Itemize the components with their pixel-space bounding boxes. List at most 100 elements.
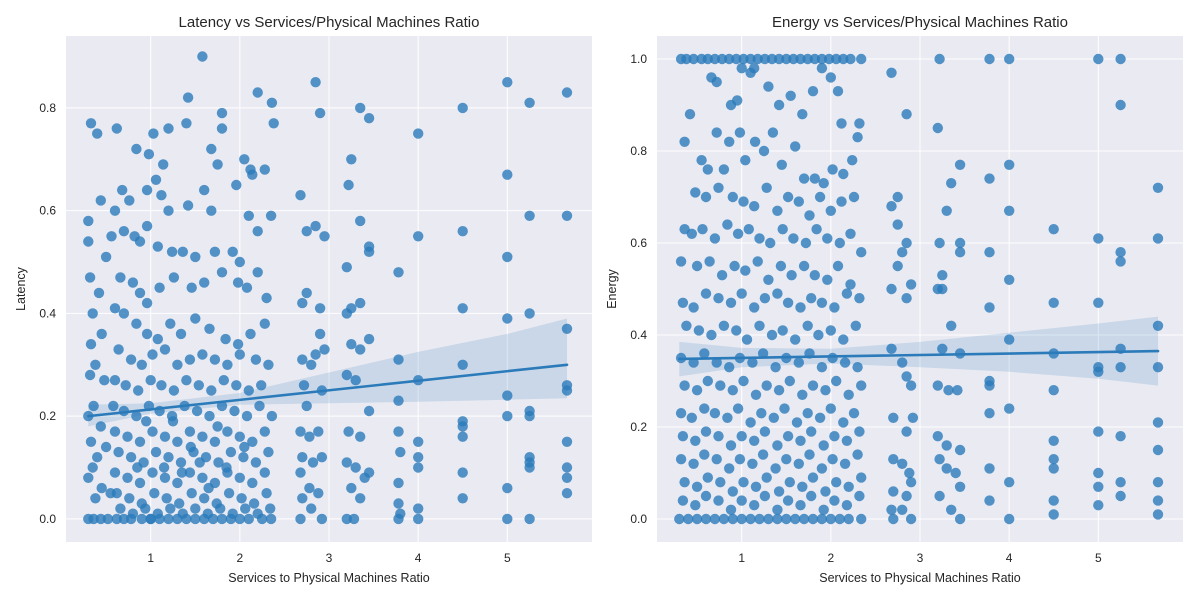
data-point bbox=[841, 288, 853, 299]
data-point bbox=[393, 426, 404, 437]
data-point bbox=[363, 467, 375, 478]
data-point bbox=[736, 431, 747, 442]
data-point bbox=[343, 179, 354, 191]
data-point bbox=[204, 410, 215, 422]
data-point bbox=[681, 320, 692, 331]
data-point bbox=[702, 164, 713, 175]
data-point bbox=[96, 328, 107, 340]
data-point bbox=[113, 446, 124, 458]
data-point bbox=[156, 190, 167, 201]
data-point bbox=[795, 500, 806, 511]
data-point bbox=[147, 467, 158, 478]
data-point bbox=[310, 349, 321, 360]
data-point bbox=[713, 431, 724, 442]
data-point bbox=[1093, 233, 1104, 244]
data-point bbox=[239, 441, 250, 453]
data-point bbox=[788, 233, 799, 244]
data-point bbox=[216, 123, 228, 134]
data-point bbox=[681, 53, 692, 65]
data-point bbox=[134, 236, 146, 247]
data-point bbox=[750, 481, 762, 492]
data-point bbox=[1048, 454, 1059, 465]
data-point bbox=[159, 472, 171, 483]
data-point bbox=[181, 375, 192, 386]
data-point bbox=[240, 503, 251, 514]
data-point bbox=[904, 467, 915, 479]
data-point bbox=[829, 431, 840, 442]
data-point bbox=[212, 159, 223, 170]
data-point bbox=[85, 339, 97, 350]
chart-title: Energy vs Services/Physical Machines Rat… bbox=[772, 14, 1068, 31]
data-point bbox=[148, 128, 159, 139]
data-point bbox=[770, 463, 781, 474]
data-point bbox=[245, 328, 256, 340]
data-point bbox=[202, 508, 213, 519]
data-point bbox=[793, 458, 804, 469]
data-point bbox=[763, 81, 774, 92]
data-point bbox=[704, 256, 715, 267]
data-point bbox=[838, 334, 849, 345]
data-point bbox=[750, 389, 762, 400]
data-point bbox=[816, 53, 828, 65]
data-point bbox=[83, 215, 94, 227]
y-tick-label: 0.6 bbox=[630, 236, 647, 250]
data-point bbox=[1115, 362, 1126, 373]
data-point bbox=[736, 513, 747, 525]
data-point bbox=[231, 179, 242, 191]
data-point bbox=[165, 503, 176, 514]
data-point bbox=[745, 417, 756, 428]
data-point bbox=[304, 482, 315, 494]
data-point bbox=[213, 457, 224, 468]
data-point bbox=[341, 457, 352, 468]
data-point bbox=[90, 493, 101, 504]
data-point bbox=[313, 488, 324, 499]
data-point bbox=[231, 380, 242, 391]
data-point bbox=[314, 328, 326, 340]
data-point bbox=[259, 426, 270, 437]
data-point bbox=[263, 446, 274, 458]
data-point bbox=[696, 155, 707, 166]
data-point bbox=[834, 237, 845, 249]
data-point bbox=[141, 297, 153, 309]
data-point bbox=[722, 219, 733, 230]
data-point bbox=[457, 467, 468, 478]
data-point bbox=[184, 354, 196, 365]
data-point bbox=[711, 454, 722, 465]
data-point bbox=[1004, 53, 1015, 65]
data-point bbox=[818, 504, 829, 515]
data-point bbox=[295, 190, 306, 201]
data-point bbox=[688, 302, 699, 313]
data-point bbox=[1048, 224, 1059, 235]
data-point bbox=[199, 184, 210, 196]
data-point bbox=[984, 53, 995, 65]
data-point bbox=[295, 467, 306, 478]
data-point bbox=[954, 159, 966, 170]
data-point bbox=[1115, 53, 1126, 65]
data-point bbox=[238, 452, 249, 463]
data-point bbox=[457, 226, 468, 237]
data-point bbox=[807, 86, 819, 97]
data-point bbox=[561, 323, 573, 334]
data-point bbox=[234, 431, 245, 442]
data-point bbox=[888, 486, 899, 497]
data-point bbox=[524, 462, 535, 473]
data-point bbox=[675, 454, 687, 465]
data-point bbox=[1115, 477, 1126, 488]
energy-chart: 1 2 3 4 5 0.0 0.2 0.4 0.6 0.8 1.0 Energy vs Service… bbox=[605, 14, 1183, 585]
data-point bbox=[791, 417, 803, 428]
regression-line bbox=[677, 349, 1160, 361]
data-point bbox=[1048, 297, 1059, 308]
data-point bbox=[1004, 274, 1015, 285]
data-point bbox=[184, 467, 196, 478]
data-point bbox=[839, 458, 851, 469]
data-point bbox=[897, 504, 908, 515]
data-point bbox=[84, 272, 96, 283]
data-point bbox=[731, 53, 742, 65]
y-tick-label: 0.4 bbox=[630, 328, 647, 342]
data-point bbox=[854, 293, 865, 304]
data-point bbox=[831, 477, 842, 488]
data-point bbox=[754, 233, 765, 244]
data-point bbox=[209, 354, 221, 365]
data-point bbox=[141, 416, 152, 427]
data-point bbox=[772, 205, 783, 216]
